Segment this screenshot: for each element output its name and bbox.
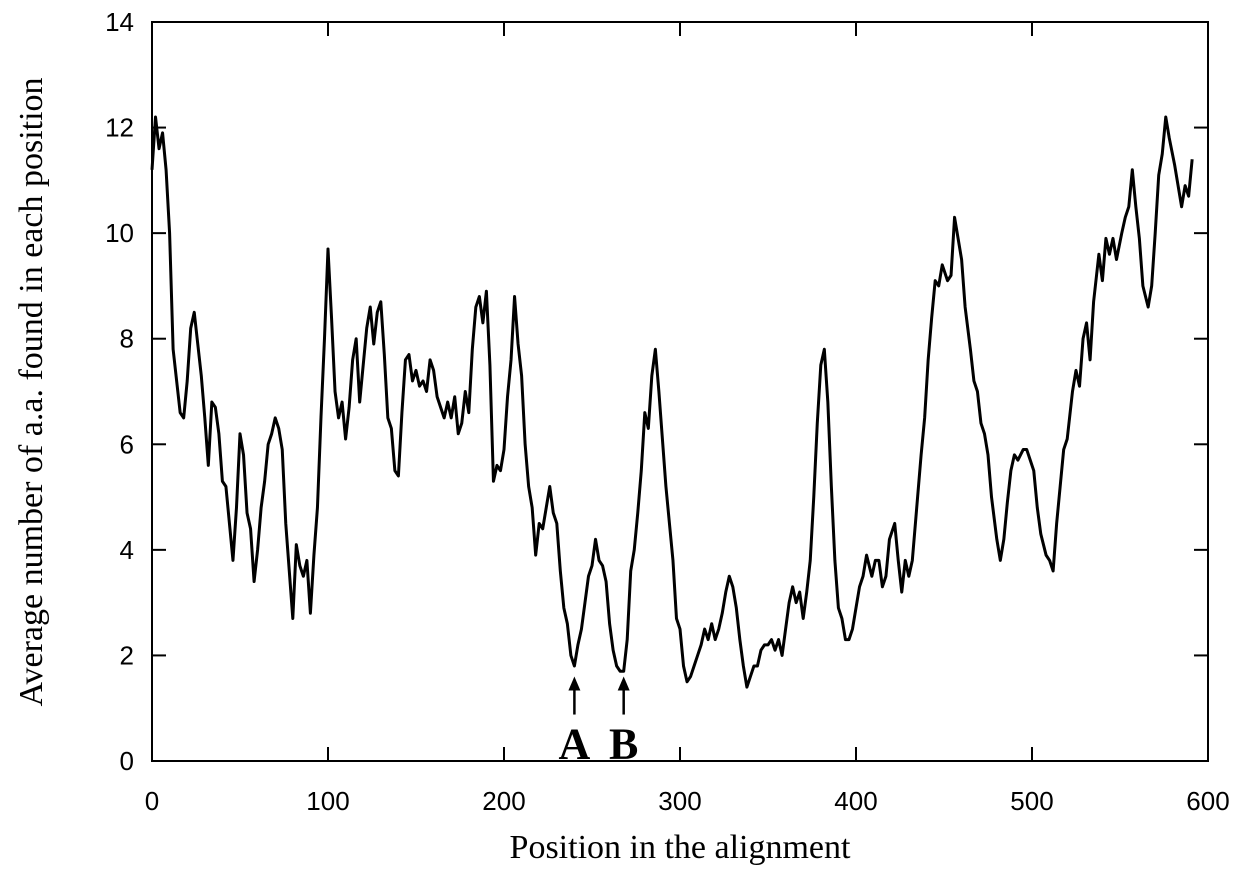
annotation-arrow-head xyxy=(568,676,581,691)
data-line xyxy=(150,115,1194,689)
annotation-label: B xyxy=(609,720,638,769)
x-tick-label: 0 xyxy=(145,786,159,816)
y-tick-label: 10 xyxy=(105,218,134,248)
y-tick-label: 2 xyxy=(120,640,134,670)
y-tick-label: 6 xyxy=(120,429,134,459)
x-axis-label: Position in the alignment xyxy=(510,829,851,866)
y-tick-label: 4 xyxy=(120,535,134,565)
x-tick-label: 400 xyxy=(834,786,877,816)
y-tick-label: 14 xyxy=(105,7,134,37)
x-tick-label: 300 xyxy=(658,786,701,816)
x-tick-label: 200 xyxy=(482,786,525,816)
y-axis-label: Average number of a.a. found in each pos… xyxy=(13,77,50,706)
y-tick-label: 0 xyxy=(120,746,134,776)
plot-frame xyxy=(151,21,1209,762)
annotation-label: A xyxy=(559,720,591,769)
x-tick-label: 600 xyxy=(1186,786,1229,816)
x-tick-label: 100 xyxy=(306,786,349,816)
x-tick-label: 500 xyxy=(1010,786,1053,816)
y-tick-label: 12 xyxy=(105,113,134,143)
y-tick-label: 8 xyxy=(120,324,134,354)
annotation-arrow-head xyxy=(617,676,630,691)
